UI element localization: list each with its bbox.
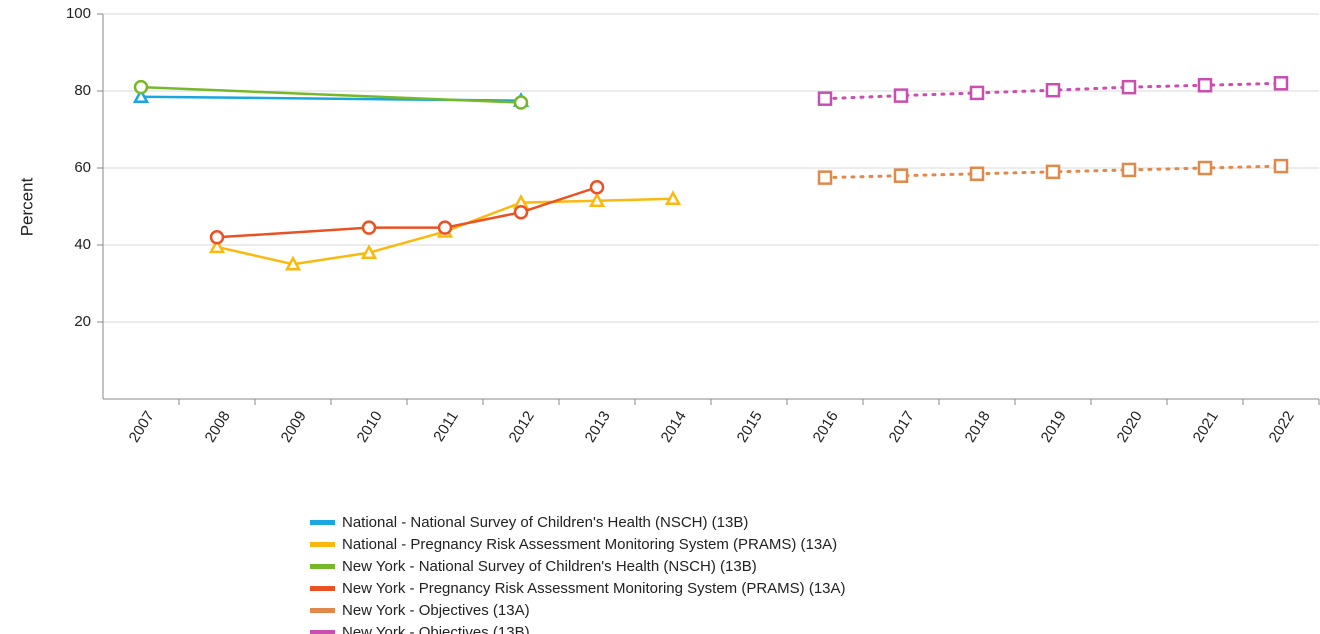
y-tick-label: 40 <box>74 236 91 253</box>
point <box>1045 164 1061 180</box>
y-tick-label: 60 <box>74 159 91 176</box>
legend-label: National - National Survey of Children's… <box>342 514 748 531</box>
x-tick-label: 2010 <box>354 408 386 445</box>
legend-swatch <box>310 542 335 547</box>
legend-swatch <box>310 608 335 613</box>
point <box>1197 160 1213 176</box>
x-tick-label: 2019 <box>1038 408 1070 445</box>
x-tick-label: 2011 <box>430 408 462 444</box>
x-tick-label: 2012 <box>506 408 538 445</box>
x-tick-label: 2017 <box>886 408 918 445</box>
x-tick-label: 2021 <box>1190 408 1222 445</box>
x-tick-label: 2008 <box>202 408 234 445</box>
point <box>513 205 529 220</box>
point <box>969 85 985 101</box>
legend-swatch <box>310 586 335 591</box>
legend-swatch <box>310 630 335 634</box>
point <box>132 88 150 104</box>
legend-swatch <box>310 520 335 525</box>
legend-label: New York - National Survey of Children's… <box>342 558 757 575</box>
x-tick-label: 2013 <box>582 408 614 445</box>
point <box>893 168 909 183</box>
y-tick-label: 80 <box>74 82 91 99</box>
point <box>1121 162 1137 178</box>
point <box>1273 158 1289 174</box>
point <box>969 166 985 182</box>
point <box>361 220 377 235</box>
point <box>589 180 605 195</box>
y-tick-label: 20 <box>74 313 91 330</box>
point <box>513 95 529 110</box>
point <box>588 192 606 207</box>
series-line <box>216 186 598 239</box>
point <box>437 220 453 235</box>
point <box>664 190 682 206</box>
legend-swatch <box>310 564 335 569</box>
point <box>893 88 909 103</box>
x-tick-label: 2007 <box>126 408 158 445</box>
series-line <box>140 85 522 104</box>
point <box>133 79 149 95</box>
point <box>1045 82 1061 98</box>
point <box>817 170 833 185</box>
point <box>284 255 302 271</box>
x-tick-label: 2014 <box>658 408 690 445</box>
x-tick-label: 2022 <box>1266 408 1298 445</box>
point <box>1273 76 1289 91</box>
legend-label: New York - Objectives (13B) <box>342 624 530 634</box>
point <box>360 244 378 259</box>
x-tick-label: 2020 <box>1114 408 1146 445</box>
x-tick-label: 2018 <box>962 408 994 445</box>
point <box>1121 79 1137 95</box>
y-tick-label: 100 <box>66 5 91 22</box>
legend-label: National - Pregnancy Risk Assessment Mon… <box>342 536 837 553</box>
legend-label: New York - Objectives (13A) <box>342 602 530 619</box>
x-tick-label: 2016 <box>810 408 842 445</box>
x-tick-label: 2009 <box>278 408 310 445</box>
point <box>817 91 833 106</box>
y-axis-label: Percent <box>17 177 36 236</box>
x-tick-label: 2015 <box>734 408 766 445</box>
point <box>209 230 225 245</box>
legend-label: New York - Pregnancy Risk Assessment Mon… <box>342 580 846 597</box>
point <box>1197 77 1213 93</box>
point <box>208 238 226 254</box>
